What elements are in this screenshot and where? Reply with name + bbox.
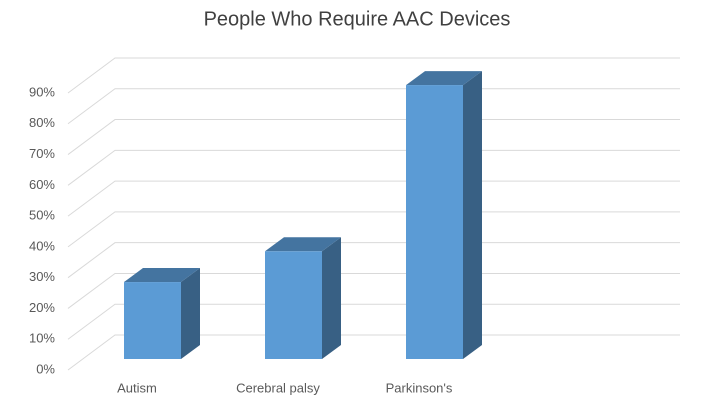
bar-side [181,268,200,359]
grid-line [67,334,680,371]
y-tick-label: 0% [36,361,55,376]
bar-side [322,237,341,359]
grid-line [67,88,680,125]
bar-side [463,71,482,360]
y-tick-label: 80% [29,115,55,130]
x-tick-label: Autism [117,380,157,395]
y-tick-label: 60% [29,177,55,192]
y-tick-label: 20% [29,300,55,315]
grid-line [67,57,680,94]
y-tick-label: 30% [29,269,55,284]
grid-line [67,211,680,248]
grid-line [67,272,680,309]
y-tick-label: 50% [29,208,55,223]
grid-line [67,303,680,340]
grid-line [67,180,680,217]
y-tick-label: 90% [29,84,55,99]
x-tick-label: Cerebral palsy [236,380,320,395]
x-tick-label: Parkinson's [386,380,453,395]
chart-title: People Who Require AAC Devices [204,8,511,30]
bar [265,251,322,359]
bar [406,85,463,360]
bar-top [265,237,341,252]
y-tick-label: 70% [29,146,55,161]
y-tick-label: 40% [29,238,55,253]
bar-top [406,71,482,86]
bar-top [124,268,200,283]
grid-line [67,242,680,279]
bar [124,282,181,359]
y-tick-label: 10% [29,331,55,346]
grid-line [67,149,680,186]
grid-line [67,119,680,155]
